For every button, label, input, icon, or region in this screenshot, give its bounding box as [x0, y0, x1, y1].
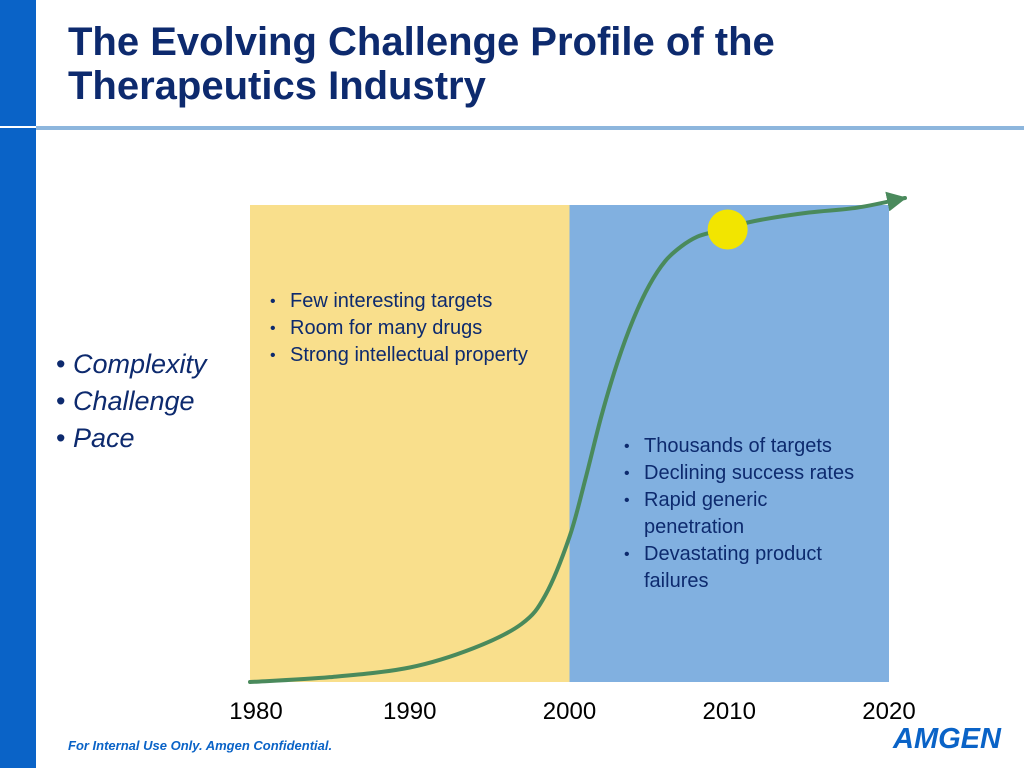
highlight-point-marker — [707, 209, 748, 250]
x-tick-label: 1980 — [229, 698, 282, 725]
era-region-1 — [250, 205, 570, 682]
era-two-bullet: Declining success rates — [620, 460, 870, 487]
x-tick-label: 2020 — [862, 698, 915, 725]
x-tick-label: 1990 — [383, 698, 436, 725]
era-two-bullet: Rapid generic penetration — [620, 487, 870, 541]
x-tick-label: 2010 — [703, 698, 756, 725]
era-one-bullet: Few interesting targets — [266, 288, 576, 315]
left-accent-bar — [0, 0, 36, 768]
title-divider — [36, 126, 1024, 130]
era-one-bullets: Few interesting targets Room for many dr… — [266, 288, 576, 369]
era-one-bullet: Room for many drugs — [266, 315, 576, 342]
confidential-footer: For Internal Use Only. Amgen Confidentia… — [68, 738, 333, 753]
x-tick-label: 2000 — [543, 698, 596, 725]
slide-title: The Evolving Challenge Profile of the Th… — [68, 20, 775, 108]
title-rule-gap — [0, 126, 36, 128]
era-two-bullets: Thousands of targets Declining success r… — [620, 433, 870, 595]
keyword-complexity: Complexity — [56, 346, 207, 383]
era-two-bullet: Thousands of targets — [620, 433, 870, 460]
svg-text:AMGEN: AMGEN — [892, 723, 1002, 754]
amgen-logo: AMGEN — [892, 723, 1002, 754]
keyword-list: Complexity Challenge Pace — [56, 346, 207, 457]
era-one-bullet: Strong intellectual property — [266, 342, 576, 369]
keyword-challenge: Challenge — [56, 383, 207, 420]
keyword-pace: Pace — [56, 420, 207, 457]
growth-curve-line — [248, 191, 907, 684]
era-two-bullet: Devastating product failures — [620, 541, 870, 595]
